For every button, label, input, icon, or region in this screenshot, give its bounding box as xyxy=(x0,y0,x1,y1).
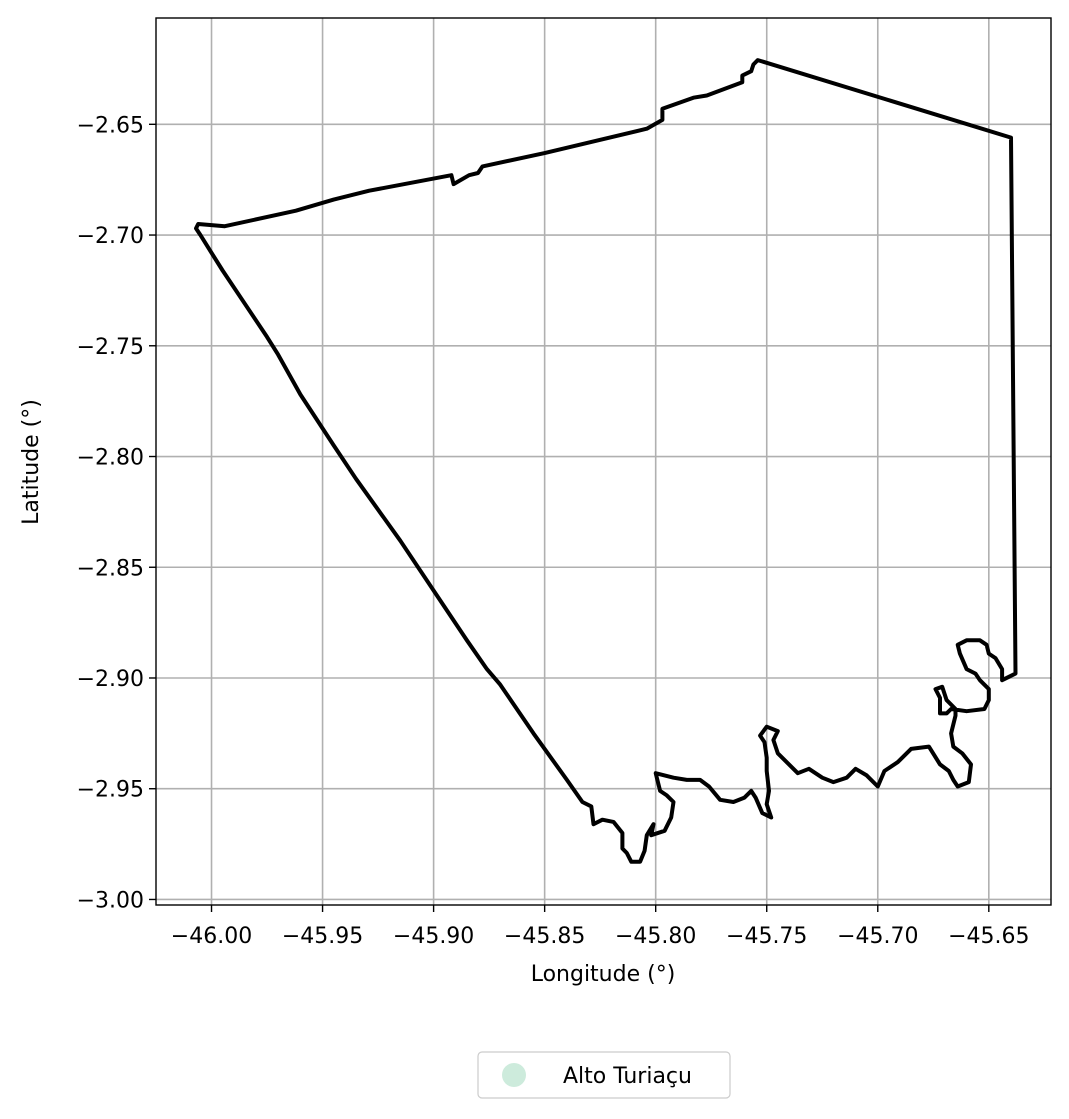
y-tick-label: −2.70 xyxy=(77,224,144,249)
y-tick-label: −2.75 xyxy=(77,335,144,360)
x-tick-label: −45.90 xyxy=(393,924,474,949)
y-tick-label: −2.65 xyxy=(77,113,144,138)
legend-box xyxy=(477,1051,731,1099)
x-tick-label: −45.85 xyxy=(504,924,585,949)
x-tick-label: −45.70 xyxy=(837,924,918,949)
legend-marker-alto-turiacu xyxy=(502,1063,526,1087)
plot-frame xyxy=(155,17,1052,906)
legend: Alto Turiaçu xyxy=(477,1051,731,1099)
x-tick-label: −45.75 xyxy=(726,924,807,949)
x-tick-label: −45.65 xyxy=(948,924,1029,949)
y-tick-label: −2.80 xyxy=(77,446,144,471)
x-axis-label: Longitude (°) xyxy=(531,962,676,987)
region-outline-alto-turiacu xyxy=(194,58,1018,864)
y-axis-label: Latitude (°) xyxy=(19,399,44,525)
y-tick-label: −3.00 xyxy=(77,888,144,913)
y-tick-label: −2.90 xyxy=(77,667,144,692)
y-tick-label: −2.85 xyxy=(77,556,144,581)
y-tick-label: −2.95 xyxy=(77,778,144,803)
x-axis-ticks: −46.00 −45.95 −45.90 −45.85 −45.80 −45.75 −45.… xyxy=(171,905,1030,949)
legend-label-alto-turiacu: Alto Turiaçu xyxy=(563,1064,692,1089)
y-axis-ticks: −2.65 −2.70 −2.75 −2.80 −2.85 −2.90 −2.95 −3.00 xyxy=(77,113,156,913)
gridlines xyxy=(156,18,1051,905)
x-tick-label: −45.80 xyxy=(615,924,696,949)
x-tick-label: −46.00 xyxy=(171,924,252,949)
x-tick-label: −45.95 xyxy=(282,924,363,949)
region-outlines xyxy=(194,58,1018,864)
